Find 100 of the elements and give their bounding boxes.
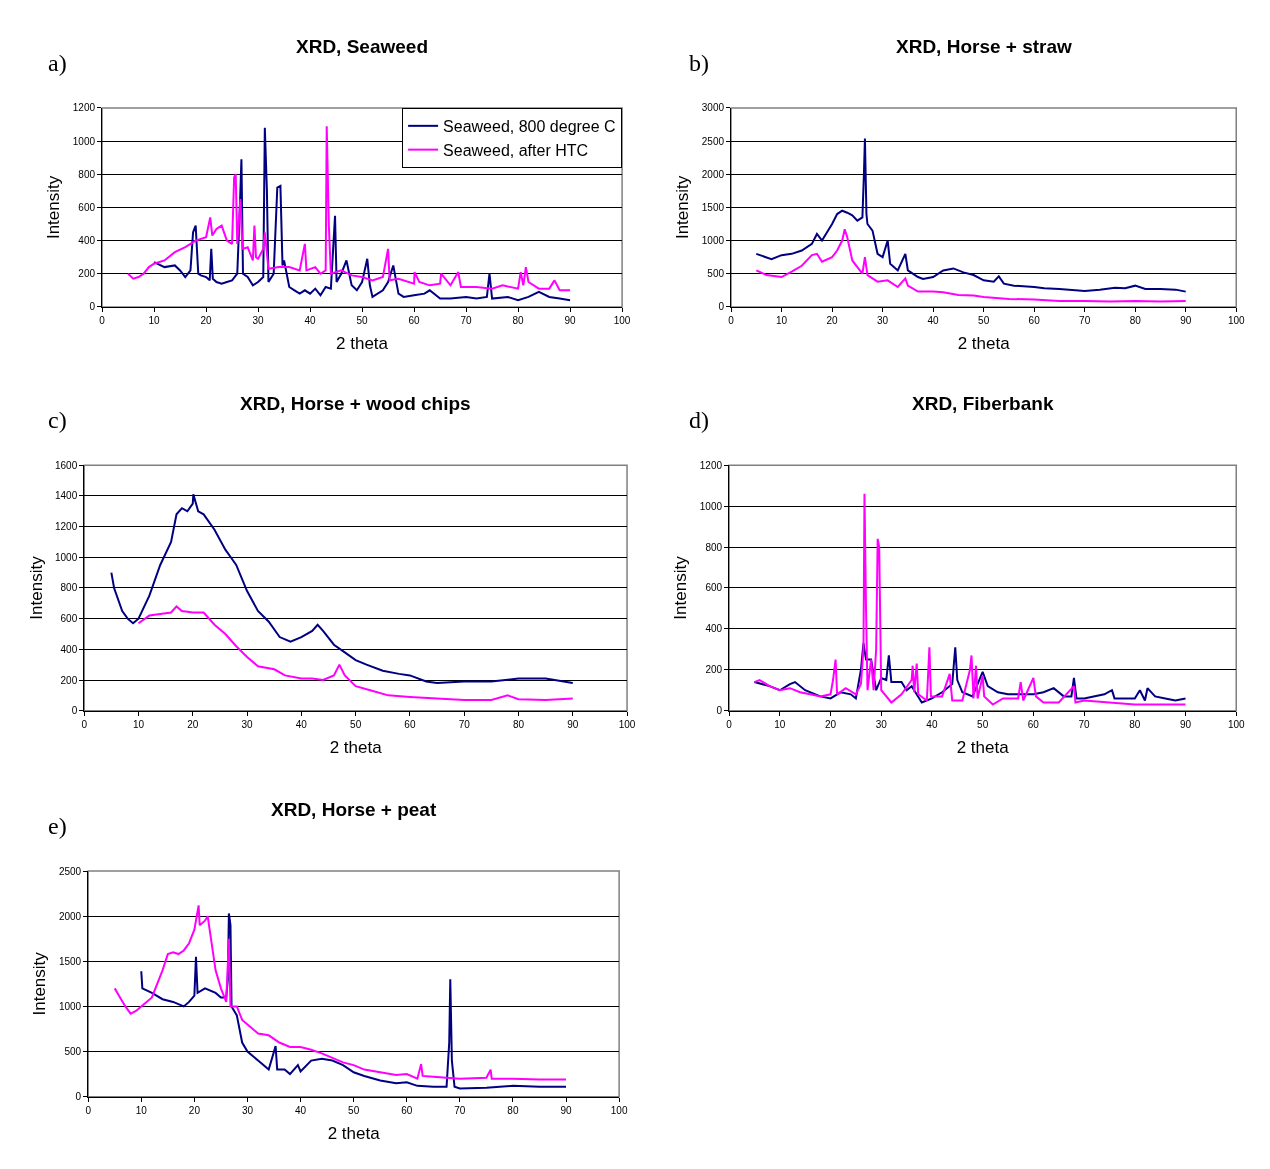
chart-title: XRD, Fiberbank <box>912 393 1054 414</box>
x-tick-label: 30 <box>241 718 254 730</box>
x-tick-label: 10 <box>776 314 788 326</box>
x-tick-label: 50 <box>977 718 989 730</box>
x-tick-label: 80 <box>512 314 525 326</box>
x-tick-label: 40 <box>927 314 940 326</box>
x-tick-label: 90 <box>560 1104 573 1116</box>
line-series <box>755 228 1187 303</box>
x-tick-label: 30 <box>877 314 889 326</box>
x-tick-label: 80 <box>507 1104 519 1116</box>
x-axis-title: 2 theta <box>327 1124 381 1144</box>
legend-label: Seaweed, after HTC <box>443 141 589 159</box>
text: d) <box>689 407 709 433</box>
x-tick-label: 60 <box>1028 314 1041 326</box>
x-tick-label: 60 <box>408 314 421 326</box>
y-tick-label: 200 <box>78 268 96 280</box>
line-series <box>753 642 1187 704</box>
y-axis-title: Intensity <box>44 175 64 240</box>
x-tick-label: 70 <box>460 314 473 326</box>
y-tick-label: 400 <box>705 623 723 635</box>
y-tick-label: 800 <box>78 168 96 180</box>
x-tick-label: 70 <box>1079 314 1091 326</box>
y-tick-label: 1200 <box>54 521 78 533</box>
y-tick-label: 400 <box>78 235 96 247</box>
chart-title: XRD, Horse + peat <box>271 799 437 820</box>
y-tick-label: 0 <box>716 705 723 717</box>
text: c) <box>48 407 67 433</box>
x-tick-label: 40 <box>294 1104 307 1116</box>
x-tick-label: 20 <box>187 718 199 730</box>
y-tick-label: 0 <box>75 1091 82 1103</box>
x-tick-label: 90 <box>1179 718 1192 730</box>
x-tick-label: 60 <box>404 718 416 730</box>
x-tick-label: 100 <box>1227 718 1246 730</box>
x-tick-label: 100 <box>613 314 631 326</box>
y-tick-label: 500 <box>707 268 725 280</box>
x-tick-label: 50 <box>356 314 369 326</box>
y-tick-label: 0 <box>71 705 78 717</box>
x-axis-title: 2 theta <box>329 738 383 758</box>
text: e) <box>48 813 67 839</box>
x-tick-label: 0 <box>728 314 735 326</box>
x-axis-title: 2 theta <box>956 738 1010 758</box>
x-tick-label: 100 <box>618 718 636 730</box>
x-tick-label: 0 <box>726 718 733 730</box>
x-tick-label: 70 <box>458 718 471 730</box>
line-series <box>755 137 1187 293</box>
y-tick-label: 2500 <box>701 135 725 147</box>
x-tick-label: 40 <box>926 718 938 730</box>
y-tick-label: 1600 <box>54 459 78 471</box>
legend-label: Seaweed, 800 degree C <box>443 118 616 136</box>
y-tick-label: 1000 <box>72 135 96 147</box>
x-tick-label: 40 <box>295 718 308 730</box>
x-tick-label: 30 <box>252 314 265 326</box>
y-tick-label: 2000 <box>701 168 725 180</box>
y-tick-label: 200 <box>60 674 78 686</box>
x-tick-label: 50 <box>350 718 362 730</box>
chart-title: XRD, Horse + straw <box>896 36 1073 57</box>
line-series <box>753 492 1187 706</box>
x-tick-label: 50 <box>978 314 990 326</box>
y-tick-label: 3000 <box>701 102 725 114</box>
x-axis-title: 2 theta <box>957 334 1011 354</box>
x-tick-label: 80 <box>1129 718 1141 730</box>
x-tick-label: 10 <box>132 718 145 730</box>
x-tick-label: 0 <box>99 314 106 326</box>
y-tick-label: 1000 <box>58 1000 82 1012</box>
y-tick-label: 1500 <box>701 201 725 213</box>
y-axis-title: Intensity <box>30 951 50 1016</box>
x-tick-label: 100 <box>610 1104 628 1116</box>
y-tick-label: 200 <box>705 664 723 676</box>
x-tick-label: 30 <box>241 1104 254 1116</box>
y-tick-label: 800 <box>705 541 723 553</box>
y-tick-label: 1500 <box>58 955 82 967</box>
y-tick-label: 1000 <box>701 235 725 247</box>
text: b) <box>689 50 709 76</box>
x-tick-label: 90 <box>567 718 579 730</box>
x-tick-label: 70 <box>1078 718 1091 730</box>
y-tick-label: 400 <box>60 643 78 655</box>
y-tick-label: 600 <box>705 582 723 594</box>
x-tick-label: 60 <box>1027 718 1040 730</box>
x-tick-label: 60 <box>401 1104 413 1116</box>
x-tick-label: 20 <box>824 718 837 730</box>
y-tick-label: 0 <box>89 301 96 313</box>
line-series <box>110 493 574 685</box>
y-tick-label: 2000 <box>58 910 82 922</box>
y-tick-label: 1200 <box>699 459 723 471</box>
y-tick-label: 2500 <box>58 865 82 877</box>
y-tick-label: 600 <box>60 613 78 625</box>
x-tick-label: 20 <box>188 1104 201 1116</box>
y-axis-title: Intensity <box>26 555 46 620</box>
x-tick-label: 50 <box>348 1104 360 1116</box>
line-series <box>137 605 574 701</box>
x-axis-title: 2 theta <box>336 334 389 354</box>
x-tick-label: 20 <box>200 314 213 326</box>
x-tick-label: 10 <box>774 718 786 730</box>
x-tick-label: 40 <box>304 314 317 326</box>
y-tick-label: 1000 <box>699 500 723 512</box>
text: a) <box>48 50 67 76</box>
x-tick-label: 100 <box>1227 314 1246 326</box>
y-tick-label: 500 <box>64 1046 82 1058</box>
x-tick-label: 90 <box>564 314 577 326</box>
x-tick-label: 70 <box>454 1104 466 1116</box>
